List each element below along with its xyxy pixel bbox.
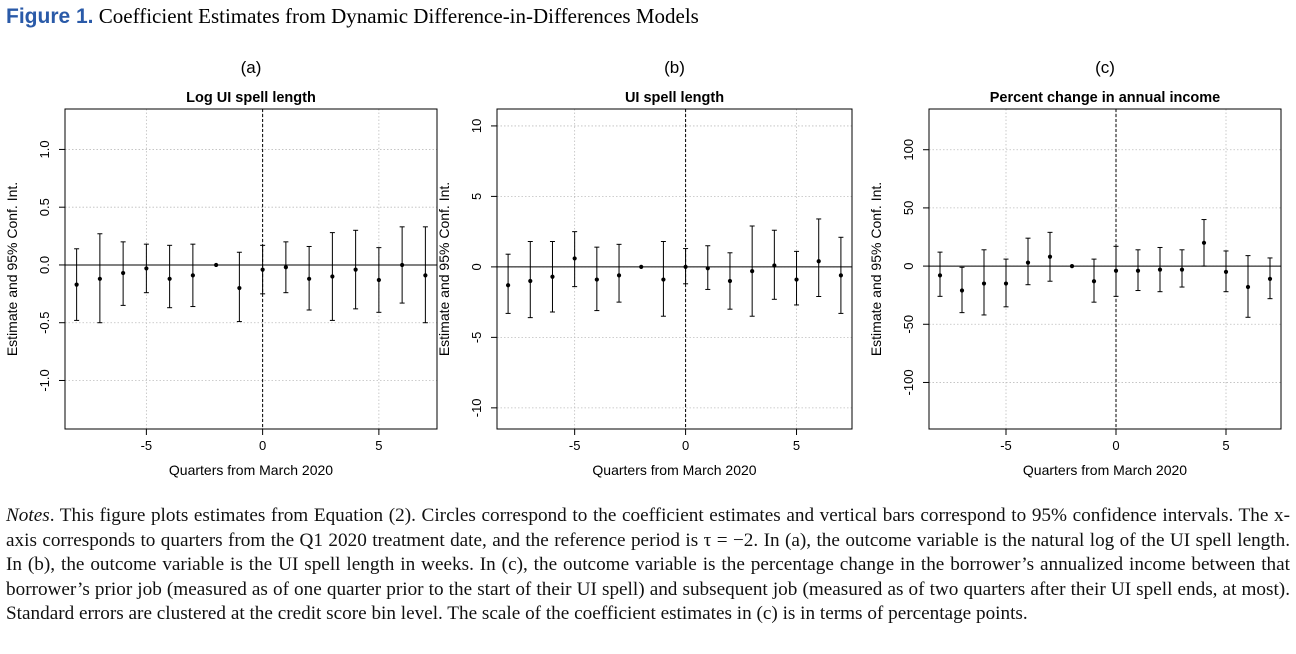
panel-a-point (400, 262, 405, 268)
panel-c-x-axis-label: Quarters from March 2020 (1023, 462, 1187, 478)
panel-b-point (505, 283, 511, 288)
panel-b-point (816, 259, 821, 264)
panel-b-y-axis-label: Estimate and 95% Conf. Int. (436, 182, 452, 356)
panel-c-point (1003, 281, 1009, 286)
panel-a-y-tick-label: 0.5 (37, 198, 52, 216)
panel-c-point (1047, 254, 1053, 259)
panel-a-y-tick-label: -1.0 (37, 369, 52, 391)
panel-a-point (237, 285, 242, 291)
panel-b-y-tick-label: -5 (469, 332, 484, 344)
figure-panels: (a)Log UI spell length-5 0 5-1.0-0.50.00.5… (4, 58, 1282, 478)
panel-a-x-tick-label: 5 (375, 438, 382, 453)
panel-c-point (1267, 276, 1273, 281)
notes-label: Notes (6, 505, 50, 526)
panel-b-title: UI spell length (625, 90, 724, 106)
panel-b-point (572, 256, 577, 261)
panel-a-point (167, 276, 172, 281)
panel-a-label: (a) (241, 58, 262, 77)
panel-a-x-tick-label: 0 (259, 438, 266, 453)
panel-c-x-tick-label: 5 (1222, 438, 1229, 453)
panel-b-point (550, 274, 555, 279)
panel-a-y-axis-label: Estimate and 95% Conf. Int. (4, 182, 20, 356)
panel-c-y-axis-label: Estimate and 95% Conf. Int. (868, 182, 884, 356)
panel-b-point (639, 264, 644, 269)
panel-b-y-tick-label: -10 (469, 398, 484, 417)
figure-title: Figure 1. Coefficient Estimates from Dyn… (6, 4, 699, 29)
panel-c-x-tick-label: -5 (1000, 438, 1012, 453)
panel-b-x-tick-label: -5 (569, 438, 581, 453)
panel-c-point (1069, 263, 1075, 269)
panel-c-x-tick-label: 0 (1112, 438, 1119, 453)
panel-a-point (330, 274, 335, 279)
panel-c-point (1179, 267, 1185, 272)
panel-b-y-tick-label: 5 (469, 193, 484, 200)
panel-a-y-tick-label: 0.0 (37, 256, 52, 274)
panel-c-y-tick-label: -50 (901, 315, 916, 334)
panel-b-point (661, 277, 666, 282)
panel-c-point (959, 288, 965, 293)
panel-a-point (144, 266, 149, 271)
panel-a-x-axis-label: Quarters from March 2020 (169, 462, 333, 478)
panel-c-point (1113, 268, 1119, 273)
panel-a-point (97, 276, 102, 281)
figure-notes: Notes. This figure plots estimates from … (6, 504, 1290, 627)
panel-b-x-tick-label: 0 (682, 438, 689, 453)
panel-c-y-tick-label: 50 (901, 201, 916, 215)
panel-b-point (705, 266, 710, 271)
panel-a-plot-frame (64, 108, 438, 430)
panel-b-point (727, 278, 733, 284)
panel-b-point (594, 277, 599, 282)
panel-a-point (74, 282, 79, 287)
panel-b-point (794, 277, 799, 282)
panel-a-point (214, 262, 219, 268)
panel-c-point (981, 281, 987, 286)
panel-a-y-tick-label: 1.0 (37, 140, 52, 158)
panel-c-point (937, 273, 943, 278)
panel-a-point (376, 277, 381, 283)
panel-c-title: Percent change in annual income (990, 90, 1220, 106)
notes-text: . This figure plots estimates from Equat… (6, 505, 1290, 624)
panel-a-point (283, 265, 288, 270)
panel-b-point (750, 269, 755, 274)
panel-b-point (772, 263, 777, 268)
panel-c-point (1157, 267, 1163, 272)
figure-label: Figure 1. (6, 5, 94, 28)
panel-a-point (353, 267, 358, 272)
panel-b-point (838, 273, 844, 278)
panel-c-y-tick-label: 100 (901, 139, 916, 161)
panel-a-point (307, 276, 312, 281)
panel-c-point (1091, 279, 1097, 284)
panel-c-y-tick-label: 0 (901, 262, 916, 269)
panel-b-y-tick-label: 10 (469, 119, 484, 133)
panel-a-point (121, 270, 126, 276)
panel-c-point (1025, 260, 1031, 265)
panel-b-point (528, 278, 533, 284)
panel-c-point (1201, 240, 1207, 245)
panel-c-point (1223, 269, 1229, 275)
panel-c-plot-frame (928, 108, 1282, 430)
panel-b-x-axis-label: Quarters from March 2020 (592, 462, 756, 478)
panel-b-label: (b) (664, 58, 685, 77)
panel-c-label: (c) (1095, 58, 1115, 77)
panel-a-x-tick-label: -5 (141, 438, 153, 453)
panel-a-title: Log UI spell length (186, 90, 316, 106)
panel-b-y-tick-label: 0 (469, 263, 484, 270)
panel-c-point (1245, 284, 1251, 290)
panel-a-y-tick-label: -0.5 (37, 312, 52, 334)
panel-a-point (190, 273, 195, 278)
panel-b-point (683, 264, 688, 269)
panel-a-point (423, 273, 428, 278)
panel-b-point (616, 273, 622, 278)
panel-a-point (260, 267, 265, 272)
panel-c-point (1135, 268, 1141, 273)
panel-b-x-tick-label: 5 (793, 438, 800, 453)
figure-caption: Coefficient Estimates from Dynamic Diffe… (98, 4, 699, 28)
panel-b-plot-frame (496, 108, 853, 430)
panel-c-y-tick-label: -100 (901, 369, 916, 395)
